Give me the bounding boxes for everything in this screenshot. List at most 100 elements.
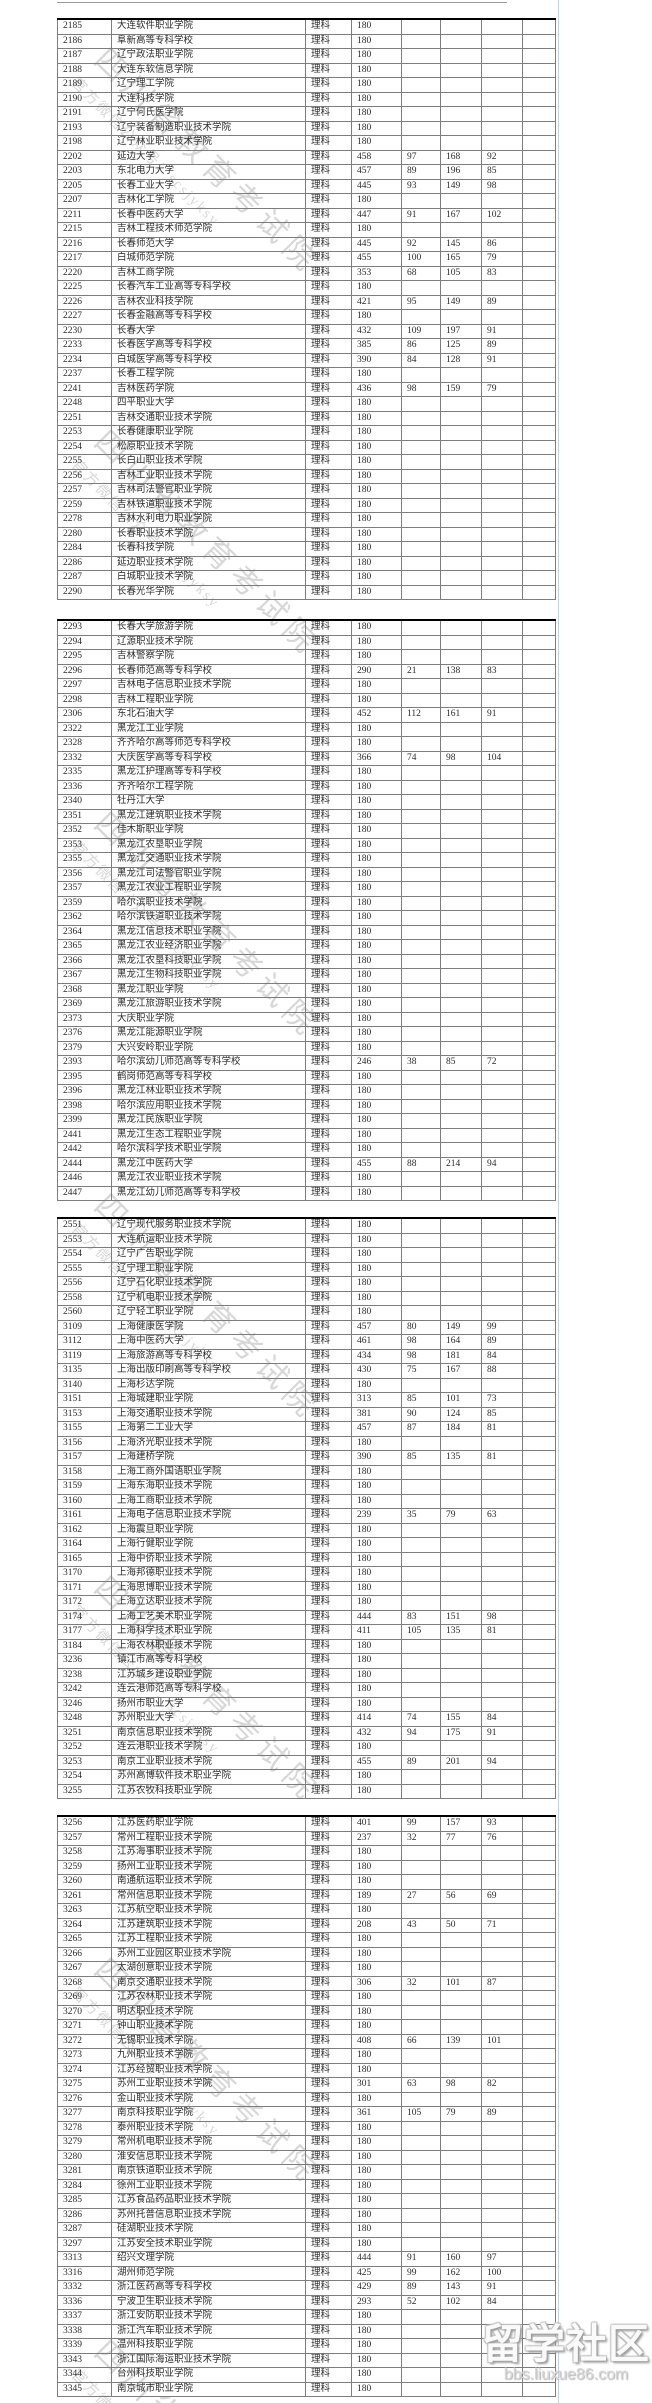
cell-score-1	[401, 910, 441, 926]
table-row: 2336 齐齐哈尔工程学院 理科 180	[57, 779, 556, 795]
table-row: 3338 浙江汽车职业技术学院 理科 180	[57, 2323, 556, 2339]
table-row: 3236 镇江市高等专科学校 理科 180	[57, 1653, 556, 1669]
cell-school-code: 2255	[57, 454, 112, 470]
cell-score-3: 81	[481, 1624, 523, 1640]
cell-empty	[522, 367, 556, 383]
cell-category: 理科	[305, 497, 352, 513]
cell-score-3	[481, 649, 523, 665]
cell-school-code: 2560	[57, 1305, 112, 1321]
table-row: 2203 东北电力大学 理科 457 89 196 85	[57, 164, 556, 180]
cell-score-line: 421	[351, 294, 402, 310]
cell-score-1	[401, 1127, 441, 1143]
cell-score-2	[440, 2338, 482, 2354]
cell-score-line: 180	[351, 2091, 402, 2107]
cell-school-code: 2286	[57, 555, 112, 571]
cell-score-2	[440, 823, 482, 839]
cell-score-2	[440, 736, 482, 752]
cell-empty	[522, 837, 556, 853]
cell-score-1	[401, 2309, 441, 2325]
cell-score-1	[401, 982, 441, 998]
cell-category: 理科	[305, 1319, 352, 1335]
cell-school-code: 3316	[57, 2265, 112, 2281]
cell-score-3	[481, 1990, 523, 2006]
cell-empty	[522, 1276, 556, 1292]
cell-school-code: 3297	[57, 2236, 112, 2252]
cell-score-1	[401, 454, 441, 470]
cell-empty	[522, 222, 556, 238]
cell-category: 理科	[305, 2120, 352, 2136]
cell-score-2: 165	[440, 251, 482, 267]
cell-school-name: 佳木斯职业学院	[111, 823, 306, 839]
cell-score-3: 71	[481, 1917, 523, 1933]
cell-school-name: 黑龙江旅游职业技术学院	[111, 997, 306, 1013]
cell-category: 理科	[305, 1435, 352, 1451]
table-row: 3256 江苏医药职业学院 理科 401 99 157 93	[57, 1815, 556, 1832]
cell-category: 理科	[305, 1990, 352, 2006]
cell-score-1: 85	[401, 1450, 441, 1466]
cell-score-line: 401	[351, 1815, 402, 1832]
cell-empty	[522, 512, 556, 528]
cell-score-1	[401, 953, 441, 969]
cell-empty	[522, 236, 556, 252]
cell-category: 理科	[305, 410, 352, 426]
cell-score-2	[440, 1011, 482, 1027]
table-row: 2278 吉林水利电力职业学院 理科 180	[57, 512, 556, 528]
cell-school-code: 2248	[57, 396, 112, 412]
cell-category: 理科	[305, 1845, 352, 1861]
cell-category: 理科	[305, 1522, 352, 1538]
cell-score-3: 72	[481, 1055, 523, 1071]
cell-score-2: 181	[440, 1348, 482, 1364]
cell-score-1	[401, 1595, 441, 1611]
cell-category: 理科	[305, 1142, 352, 1158]
cell-score-3: 83	[481, 265, 523, 281]
cell-school-name: 辽宁何氏医学院	[111, 106, 306, 122]
cell-school-name: 苏州高博软件技术职业学院	[111, 1769, 306, 1785]
cell-score-1	[401, 1859, 441, 1875]
cell-school-code: 3343	[57, 2352, 112, 2368]
cell-school-code: 3135	[57, 1363, 112, 1379]
cell-score-3: 84	[481, 1711, 523, 1727]
cell-score-1: 89	[401, 1754, 441, 1770]
cell-score-1: 63	[401, 2077, 441, 2093]
cell-score-line: 180	[351, 1595, 402, 1611]
cell-score-line: 180	[351, 396, 402, 412]
cell-school-code: 2259	[57, 497, 112, 513]
cell-score-1	[401, 497, 441, 513]
cell-score-line: 381	[351, 1406, 402, 1422]
table-row: 3246 扬州市职业大学 理科 180	[57, 1696, 556, 1712]
cell-score-line: 180	[351, 1026, 402, 1042]
cell-school-code: 3336	[57, 2294, 112, 2310]
cell-category: 理科	[305, 2222, 352, 2238]
cell-empty	[522, 1450, 556, 1466]
cell-score-1: 74	[401, 750, 441, 766]
cell-score-line: 180	[351, 721, 402, 737]
cell-score-1: 99	[401, 2265, 441, 2281]
cell-category: 理科	[305, 794, 352, 810]
cell-score-1	[401, 997, 441, 1013]
cell-category: 理科	[305, 18, 352, 35]
cell-score-3	[481, 1011, 523, 1027]
cell-empty	[522, 2019, 556, 2035]
cell-school-name: 南京科技职业学院	[111, 2106, 306, 2122]
cell-score-3: 94	[481, 1754, 523, 1770]
cell-score-3: 86	[481, 236, 523, 252]
cell-score-3	[481, 823, 523, 839]
cell-score-2	[440, 280, 482, 296]
cell-score-1: 93	[401, 178, 441, 194]
cell-empty	[522, 425, 556, 441]
cell-score-line: 455	[351, 1754, 402, 1770]
cell-category: 理科	[305, 265, 352, 281]
cell-empty	[522, 2338, 556, 2354]
cell-score-line: 180	[351, 895, 402, 911]
cell-category: 理科	[305, 1363, 352, 1379]
cell-score-1	[401, 570, 441, 586]
cell-score-3: 89	[481, 338, 523, 354]
cell-score-line: 457	[351, 164, 402, 180]
cell-school-code: 2352	[57, 823, 112, 839]
cell-score-1	[401, 1377, 441, 1393]
cell-score-3	[481, 1113, 523, 1129]
cell-score-1	[401, 1493, 441, 1509]
cell-empty	[522, 2120, 556, 2136]
table-row: 3261 常州信息职业技术学院 理科 189 27 56 69	[57, 1888, 556, 1904]
cell-score-line: 180	[351, 1653, 402, 1669]
